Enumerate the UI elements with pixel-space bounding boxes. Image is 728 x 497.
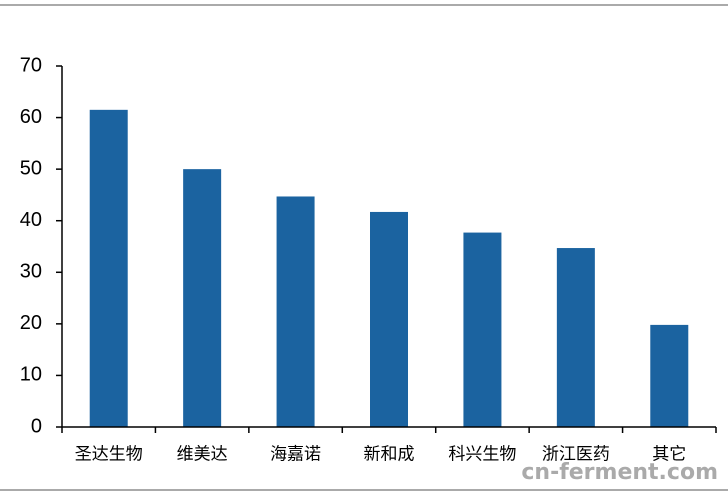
bar [370,211,408,427]
x-tick-label: 新和成 [364,445,415,465]
x-tick-label: 浙江医药 [542,445,610,465]
y-tick-label: 20 [20,312,42,334]
x-tick-label: 其它 [652,445,686,465]
watermark: cn-ferment.com [521,460,718,485]
bar [650,324,689,427]
y-tick-label: 60 [20,106,42,128]
bar [463,232,502,427]
bar [89,109,128,427]
x-tick-label: 维美达 [177,445,228,465]
x-tick-label: 海嘉诺 [270,445,321,465]
bar [276,196,315,427]
x-tick-label: 圣达生物 [75,445,143,465]
y-tick-label: 10 [20,364,42,386]
bar [556,248,595,427]
bar [183,169,222,427]
y-tick-label: 40 [20,209,42,231]
x-tick-label: 科兴生物 [448,445,516,465]
y-tick-label: 50 [20,157,42,179]
y-tick-label: 0 [31,415,42,437]
y-tick-label: 70 [20,54,42,76]
y-tick-label: 30 [20,261,42,283]
